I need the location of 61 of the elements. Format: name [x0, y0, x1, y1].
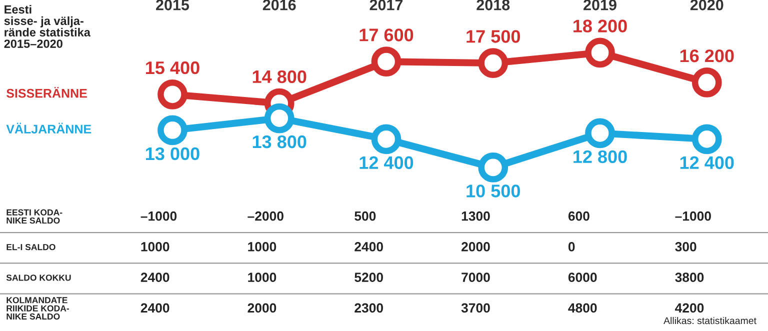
text: 1000 [141, 242, 170, 252]
point [585, 118, 615, 148]
data-label: 17 600 [360, 28, 414, 42]
data-label: 13 000 [146, 147, 200, 160]
point [478, 152, 508, 182]
text: 0 [568, 242, 575, 252]
data-label: 18 200 [574, 20, 627, 32]
point [478, 48, 508, 78]
text: 500 [354, 211, 376, 221]
category-label: EL-I SALDO [6, 244, 56, 250]
x-tick-label: 2015 [156, 0, 190, 10]
text: 2400 [354, 242, 383, 252]
x-tick-label: 2018 [476, 0, 510, 10]
chart-title: Eesti sisse- ja välja- rände statistika 2015–2020 [4, 4, 91, 48]
point [692, 68, 722, 98]
text: 300 [675, 242, 696, 252]
text: –1000 [675, 211, 711, 221]
text: 7000 [462, 272, 490, 282]
text: –2000 [248, 211, 284, 221]
data-label: 12 400 [680, 156, 734, 170]
text: –1000 [140, 211, 177, 221]
category-label: SALDO KOKKU [6, 274, 71, 281]
x-tick-label: 2019 [584, 0, 616, 10]
point [158, 79, 188, 110]
x-tick-label: 2016 [262, 0, 296, 10]
text: 4200 [675, 303, 704, 313]
data-label: 13 800 [252, 135, 306, 148]
category-label: KOLMANDATE RIIKIDE KODA- NIKE SALDO [6, 297, 69, 320]
point [585, 38, 615, 68]
text: 3700 [461, 303, 490, 313]
point [158, 115, 188, 146]
data-label: 16 200 [680, 49, 734, 62]
point [371, 124, 402, 154]
text: 2000 [462, 242, 490, 252]
text: SISSERÄNNE [6, 86, 87, 98]
text: 2400 [140, 272, 170, 282]
text: 600 [568, 211, 590, 221]
text: 1000 [248, 272, 276, 282]
text: 2400 [140, 303, 170, 313]
text: 3800 [675, 272, 704, 282]
text: 1300 [462, 211, 490, 221]
text: Allikas: statistikaamet [664, 316, 756, 324]
point [692, 124, 722, 154]
point [371, 46, 402, 77]
text: 2000 [248, 303, 276, 313]
text: 2300 [354, 303, 383, 313]
category-label: EESTI KODA- NIKE SALDO [6, 209, 62, 224]
text: VÄLJARÄNNE [6, 122, 92, 134]
data-label: 12 400 [360, 156, 414, 170]
text: 4800 [568, 303, 597, 313]
data-label: 12 800 [574, 150, 627, 164]
x-tick-label: 2020 [690, 0, 724, 10]
x-tick-label: 2017 [370, 0, 403, 10]
data-label: 15 400 [146, 61, 200, 74]
text: 1000 [248, 242, 276, 252]
text: 6000 [568, 272, 597, 282]
data-label: 14 800 [252, 70, 306, 84]
text: 5200 [354, 272, 383, 282]
data-label: 17 500 [466, 30, 520, 43]
point [264, 103, 294, 134]
data-label: 10 500 [466, 184, 520, 198]
